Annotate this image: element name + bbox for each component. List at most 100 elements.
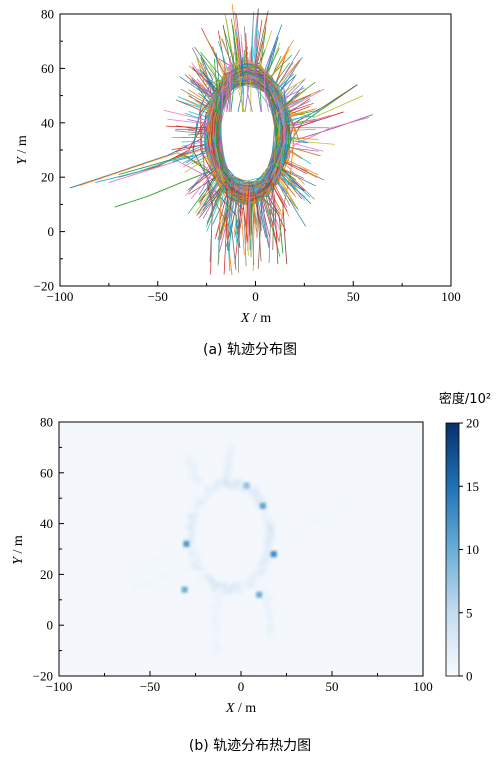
heat-cell: [221, 586, 226, 591]
heat-cell: [240, 481, 245, 486]
y-axis-label: Y / m: [11, 535, 26, 565]
trajectory-line: [237, 60, 243, 112]
heat-cell: [228, 464, 233, 469]
trajectory-line: [263, 69, 269, 112]
b-y-tick-label: 60: [40, 465, 53, 480]
trajectory-line: [188, 79, 305, 193]
heat-cell: [229, 459, 234, 464]
heat-cell: [190, 536, 195, 541]
heat-cell: [206, 488, 211, 493]
heat-cell: [255, 499, 260, 504]
heat-cell: [204, 495, 209, 500]
heat-cell: [229, 454, 234, 459]
trajectory-line: [221, 66, 225, 112]
heat-cell: [259, 573, 264, 578]
heat-cell: [228, 449, 233, 454]
heat-cell: [268, 544, 273, 549]
heat-cell: [221, 478, 226, 483]
heat-cell: [259, 562, 264, 567]
heat-cell: [199, 577, 204, 582]
heat-cell: [265, 561, 270, 566]
heat-cell: [216, 604, 221, 609]
x-axis-label: X / m: [225, 701, 256, 716]
heat-cell: [211, 642, 216, 647]
heat-cell: [211, 587, 216, 592]
heat-cell: [265, 533, 270, 538]
heat-cell: [190, 477, 195, 482]
heat-cell: [195, 564, 200, 569]
heat-cell: [262, 557, 267, 562]
colorbar-tick-label: 20: [466, 416, 479, 431]
trajectory-line: [165, 125, 308, 198]
heat-cell: [238, 487, 243, 492]
heat-cell: [266, 551, 271, 556]
heat-cell: [267, 534, 272, 539]
heat-cell: [226, 482, 231, 487]
heat-cell: [195, 469, 200, 474]
b-x-tick-label: 0: [238, 679, 245, 694]
heat-cell: [202, 499, 207, 504]
heat-cell: [266, 616, 271, 621]
a-y-tick-label: 80: [41, 7, 54, 22]
heat-cell: [208, 575, 213, 580]
heat-cell: [227, 461, 232, 466]
heat-cell: [211, 652, 216, 657]
heat-cell: [263, 594, 268, 599]
trajectory-line: [215, 79, 218, 112]
trajectory-line: [251, 182, 258, 238]
heat-cell: [222, 482, 227, 487]
heat-cell: [246, 582, 251, 587]
a-y-tick-label: −20: [34, 279, 54, 294]
heat-cell: [217, 602, 222, 607]
heat-cell: [266, 606, 271, 611]
heat-cell: [225, 473, 230, 478]
heat-cell: [222, 474, 227, 479]
heat-cell: [210, 578, 215, 583]
colorbar-tick-label: 5: [466, 605, 473, 620]
trajectory-line: [226, 182, 234, 251]
heat-cell: [227, 590, 232, 595]
b-y-tick-label: 40: [40, 516, 53, 531]
panel-b-heatmap: −100 −50 0 50 100 −20 0 20 40 60 80 X / m Y / m 0 5…: [11, 391, 491, 754]
heat-cell: [348, 506, 353, 510]
heat-cell: [214, 597, 219, 602]
trajectory-line: [213, 40, 315, 184]
heat-cell: [227, 471, 232, 476]
heat-cell: [239, 589, 244, 594]
heat-cell: [186, 458, 191, 463]
heat-cell: [189, 534, 194, 539]
heat-cell: [231, 447, 236, 452]
heat-cell: [194, 513, 199, 518]
heat-cell: [210, 631, 215, 636]
heat-cell: [210, 605, 215, 610]
heat-cell: [219, 591, 224, 596]
heat-cell: [223, 456, 228, 461]
heat-cell: [261, 514, 266, 519]
colorbar-tick-label: 10: [466, 542, 479, 557]
y-axis-label: Y / m: [15, 135, 30, 165]
heat-cell: [262, 499, 267, 504]
heat-cell: [222, 582, 227, 587]
a-x-tick-label: 0: [252, 289, 259, 304]
heat-cell: [229, 584, 234, 589]
heat-cell: [268, 530, 273, 535]
heat-cell: [248, 585, 253, 590]
b-y-tick-label: 80: [40, 415, 53, 430]
heat-cell: [268, 626, 273, 631]
heat-cell: [249, 494, 254, 499]
trajectory-line: [237, 57, 243, 112]
heat-cell: [214, 640, 219, 645]
heat-cell: [245, 486, 250, 491]
heat-cell: [188, 550, 193, 555]
heat-cell: [193, 517, 198, 522]
heat-cell: [254, 488, 259, 493]
heat-cell: [193, 551, 198, 556]
b-y-tick-label: −20: [33, 669, 53, 684]
heat-cell: [265, 602, 270, 607]
heat-cell: [190, 462, 195, 467]
axes: −100 −50 0 50 100 −20 0 20 40 60 80: [33, 415, 433, 695]
heat-cell: [250, 583, 255, 588]
heat-cell: [262, 553, 267, 558]
heat-cell: [268, 525, 273, 530]
trajectory-line: [215, 52, 222, 112]
